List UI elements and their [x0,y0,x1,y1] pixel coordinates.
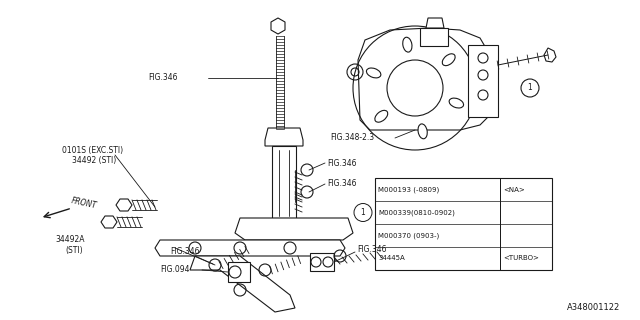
Text: FIG.094: FIG.094 [160,266,189,275]
Polygon shape [358,28,490,130]
Bar [375,178,552,270]
Text: 34445A: 34445A [378,255,404,261]
Ellipse shape [442,54,455,66]
Bar [310,253,334,271]
Text: 34492 (STI): 34492 (STI) [72,156,116,164]
Ellipse shape [418,124,428,139]
Polygon shape [155,240,345,256]
Polygon shape [265,128,303,146]
Bar [420,28,448,46]
Text: 1: 1 [360,208,365,217]
Bar [468,45,498,117]
Text: <NA>: <NA> [503,187,525,193]
Polygon shape [235,218,353,240]
Polygon shape [272,146,296,218]
Text: 1: 1 [527,84,532,92]
Polygon shape [271,18,285,34]
Polygon shape [116,199,132,211]
Text: A348001122: A348001122 [567,303,620,313]
Text: (STI): (STI) [65,245,83,254]
Polygon shape [426,18,444,28]
Text: M000193 (-0809): M000193 (-0809) [378,186,439,193]
Text: FIG.346: FIG.346 [327,180,356,188]
Text: 34492A: 34492A [55,236,84,244]
Text: FIG.346: FIG.346 [357,245,387,254]
Text: M000339(0810-0902): M000339(0810-0902) [378,209,455,216]
Text: FIG.346: FIG.346 [170,247,200,257]
Text: <TURBO>: <TURBO> [503,255,539,261]
Polygon shape [190,256,295,312]
Text: FRONT: FRONT [70,196,97,210]
Text: M000370 (0903-): M000370 (0903-) [378,232,439,239]
Ellipse shape [449,98,463,108]
Ellipse shape [367,68,381,78]
Polygon shape [544,48,556,62]
Text: FIG.346: FIG.346 [148,74,177,83]
Bar [228,262,250,282]
Text: FIG.348-2.3: FIG.348-2.3 [330,133,374,142]
Ellipse shape [403,37,412,52]
Text: FIG.346: FIG.346 [327,158,356,167]
Polygon shape [101,216,117,228]
Text: 0101S (EXC.STI): 0101S (EXC.STI) [62,146,123,155]
Ellipse shape [375,110,388,122]
